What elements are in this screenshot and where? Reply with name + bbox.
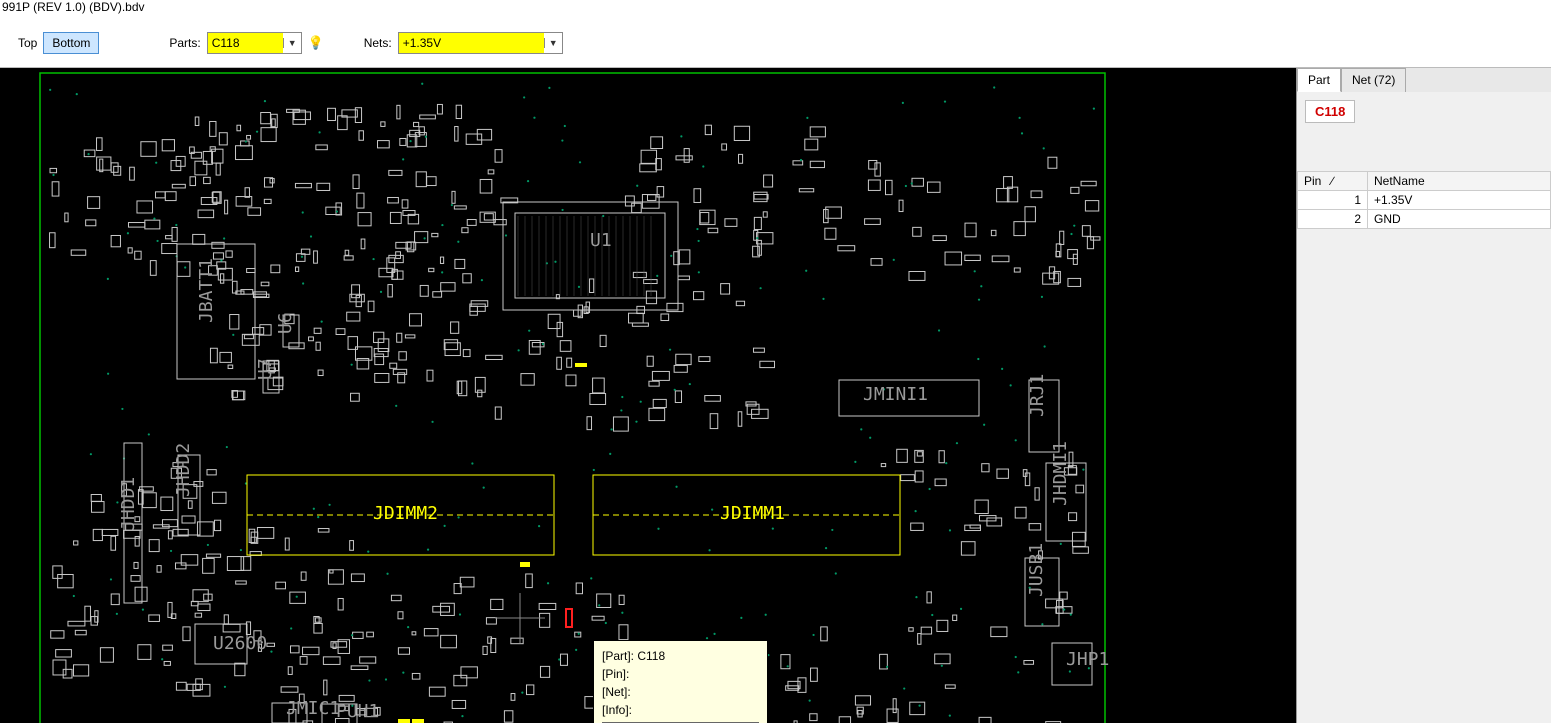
table-row[interactable]: 1+1.35V — [1298, 191, 1551, 210]
svg-text:JDIMM1: JDIMM1 — [720, 503, 785, 524]
part-tooltip: [Part]: C118 [Pin]: [Net]: [Info]: 1: +1… — [593, 640, 768, 723]
tooltip-pin: [Pin]: — [602, 665, 759, 683]
tooltip-net: [Net]: — [602, 683, 759, 701]
tooltip-part: [Part]: C118 — [602, 647, 759, 665]
svg-text:JBATT1: JBATT1 — [196, 258, 217, 323]
tab-part[interactable]: Part — [1297, 68, 1341, 92]
svg-text:JDIMM2: JDIMM2 — [373, 503, 438, 524]
svg-text:JHDD2: JHDD2 — [173, 443, 194, 497]
parts-input[interactable] — [208, 33, 283, 53]
parts-label: Parts: — [169, 36, 200, 50]
pin-table: Pin ∕ NetName 1+1.35V2GND — [1297, 171, 1551, 229]
nets-input[interactable] — [399, 33, 544, 53]
svg-text:PUH1: PUH1 — [336, 701, 379, 722]
svg-text:JHDD1: JHDD1 — [118, 477, 139, 531]
chevron-down-icon[interactable]: ▼ — [283, 38, 301, 48]
svg-text:JRJ1: JRJ1 — [1027, 374, 1048, 417]
parts-combo[interactable]: ▼ — [207, 32, 302, 54]
board-canvas[interactable]: JBATT1 U1 U6 U7 JMINI1 JRJ1 JDIMM2 JDIMM1 JHDMI1… — [0, 68, 1296, 723]
toolbar: Top Bottom Parts: ▼ 💡 Nets: ▼ — [0, 18, 1551, 68]
side-panel: Part Net (72) C118 Pin ∕ NetName 1+1.35V… — [1296, 68, 1551, 723]
table-row[interactable]: 2GND — [1298, 210, 1551, 229]
pcb-viewer[interactable]: JBATT1 U1 U6 U7 JMINI1 JRJ1 JDIMM2 JDIMM1 JHDMI1… — [0, 68, 1296, 723]
tooltip-info: [Info]: — [602, 701, 759, 719]
bottom-button[interactable]: Bottom — [43, 32, 99, 54]
window-title: 991P (REV 1.0) (BDV).bdv — [0, 0, 1551, 18]
svg-text:U1: U1 — [590, 230, 612, 251]
svg-text:JMIC1: JMIC1 — [286, 698, 340, 719]
nets-combo[interactable]: ▼ — [398, 32, 563, 54]
side-tabs: Part Net (72) — [1297, 68, 1551, 92]
top-label: Top — [18, 36, 37, 50]
col-net[interactable]: NetName — [1368, 172, 1551, 191]
col-pin[interactable]: Pin ∕ — [1298, 172, 1368, 191]
svg-text:JHP1: JHP1 — [1066, 649, 1109, 670]
nets-label: Nets: — [364, 36, 392, 50]
svg-text:U7: U7 — [255, 358, 276, 380]
selected-part-chip[interactable]: C118 — [1305, 100, 1355, 123]
svg-text:JUSB1: JUSB1 — [1026, 543, 1047, 597]
svg-text:JMINI1: JMINI1 — [863, 384, 928, 405]
chevron-down-icon[interactable]: ▼ — [544, 38, 562, 48]
svg-text:JHDMI1: JHDMI1 — [1050, 441, 1071, 506]
svg-text:U6: U6 — [275, 312, 296, 334]
bulb-icon[interactable]: 💡 — [308, 35, 324, 51]
tab-net[interactable]: Net (72) — [1341, 68, 1406, 92]
svg-text:U2600: U2600 — [213, 633, 267, 654]
